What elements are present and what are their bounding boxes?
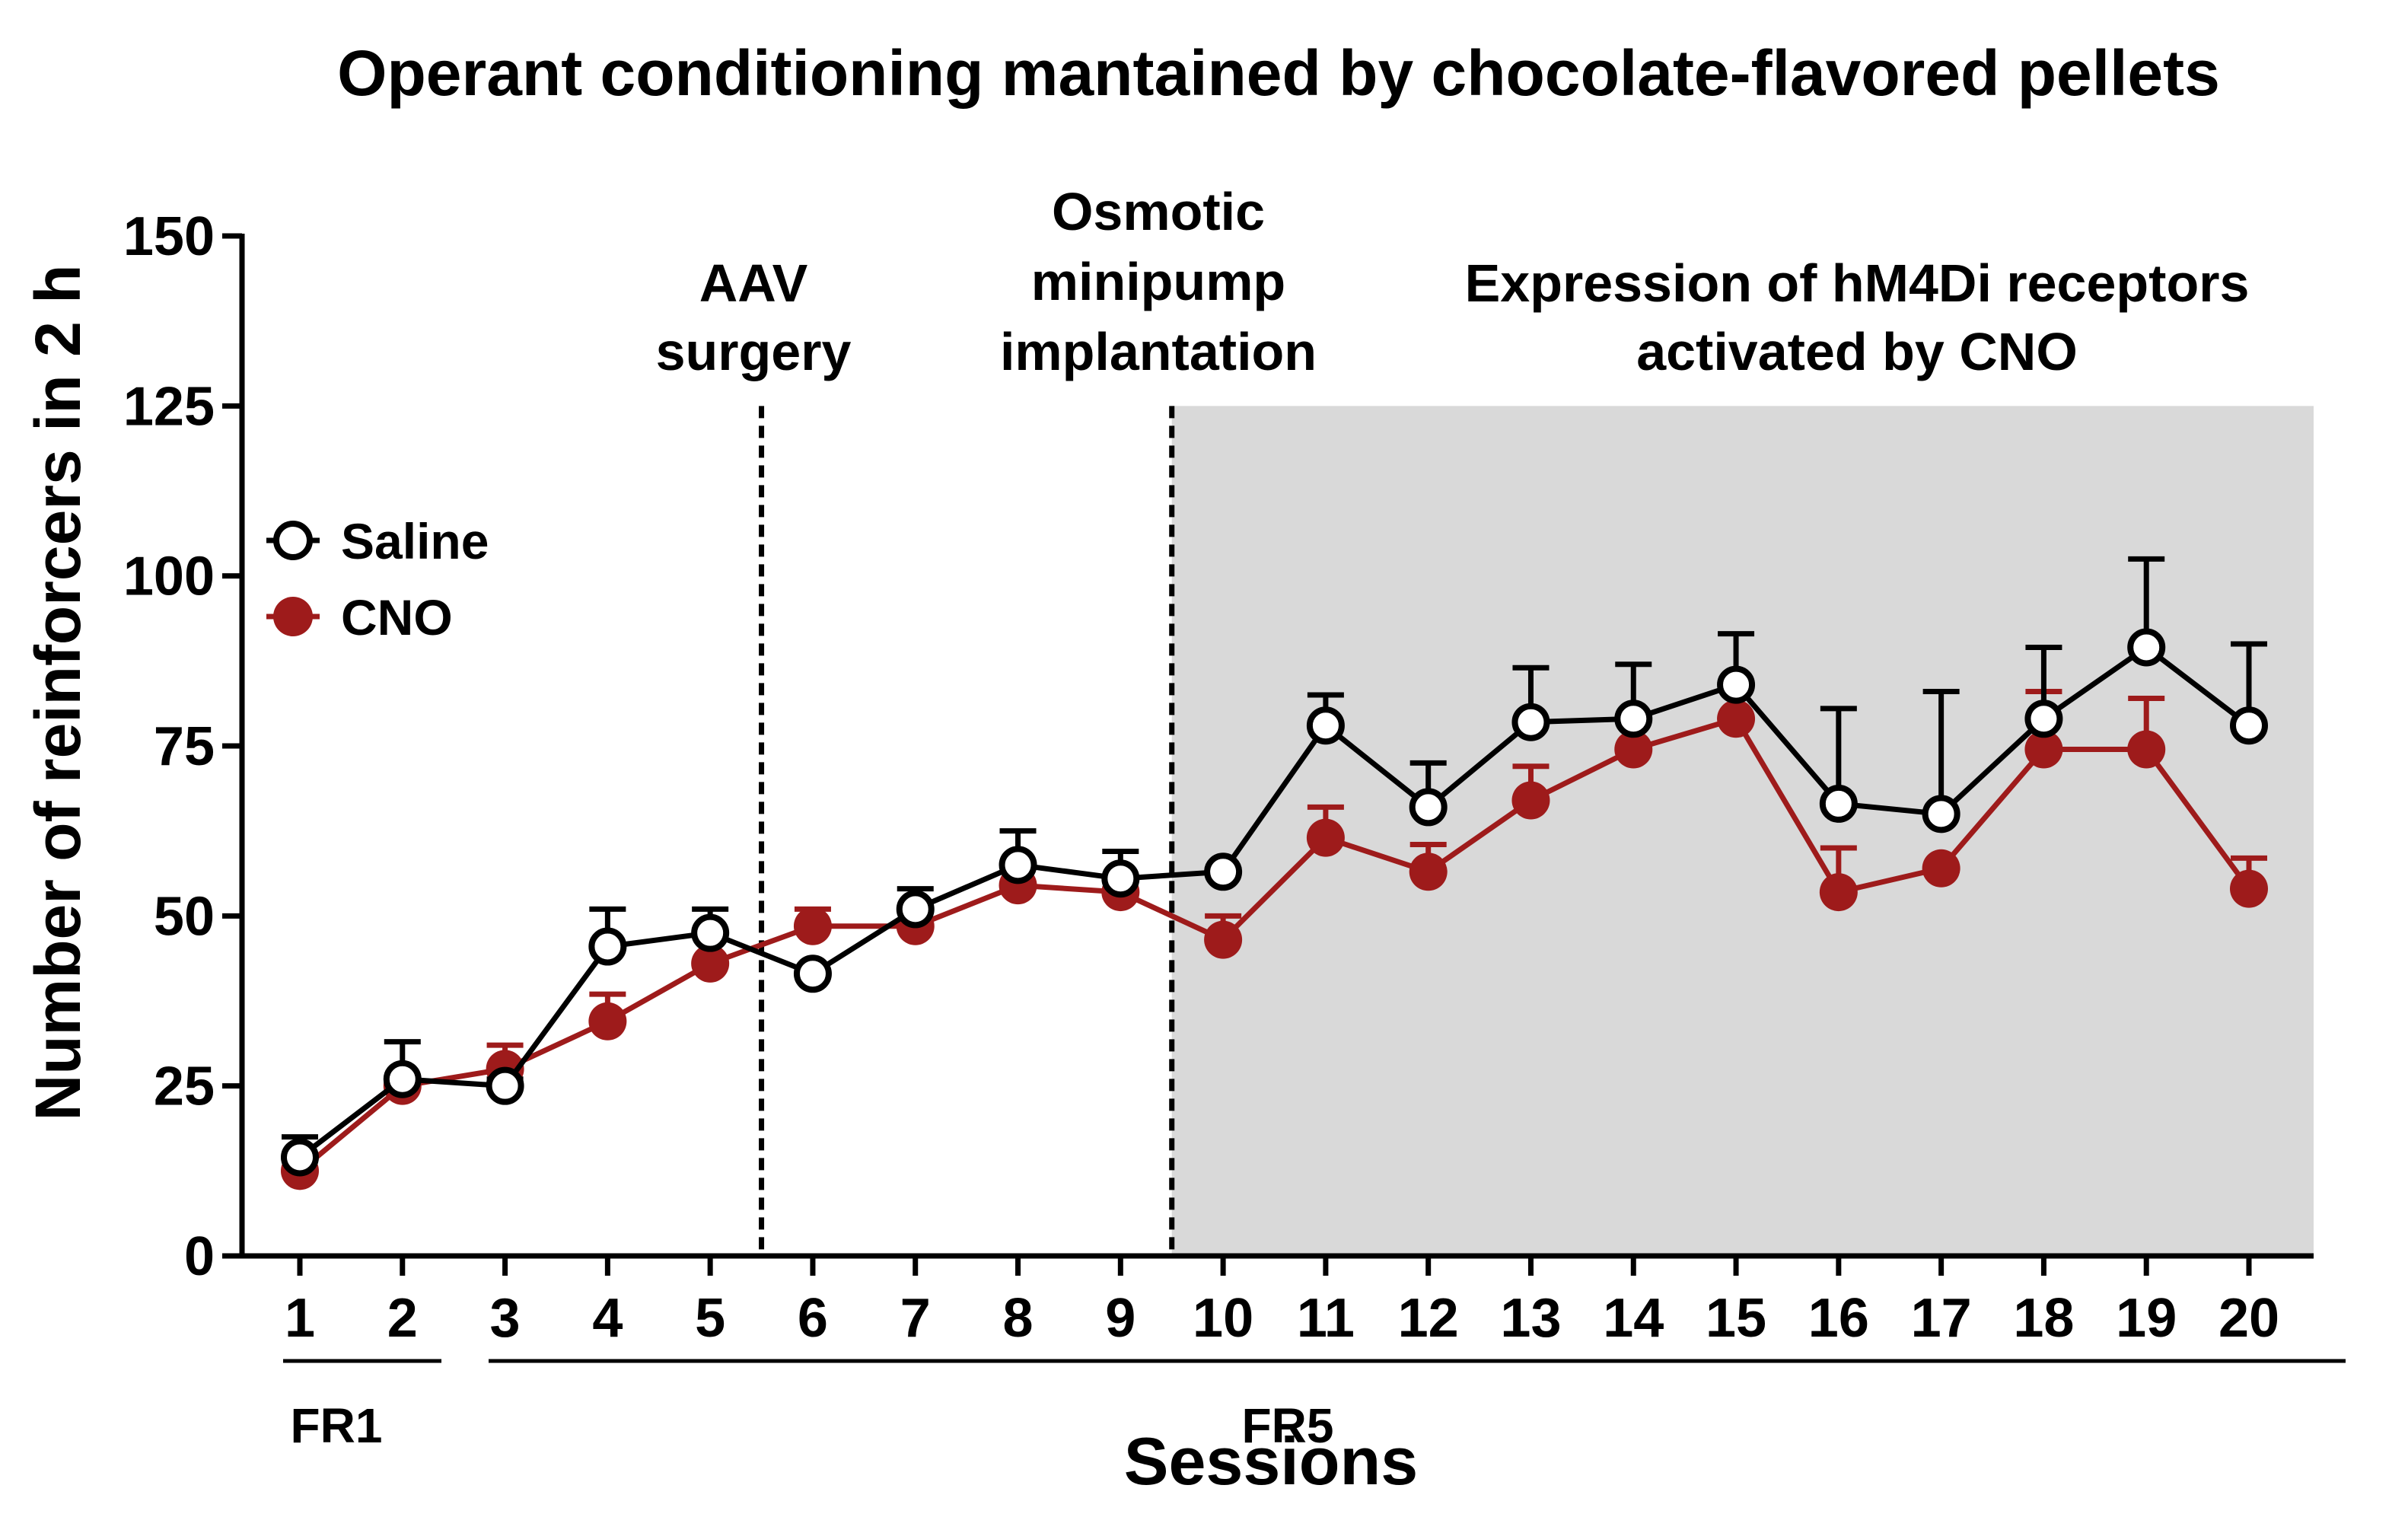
annotation-line: minipump <box>1031 252 1285 311</box>
annotation-aav-surgery: AAV surgery <box>656 253 852 381</box>
y-tick-label: 150 <box>123 206 215 267</box>
y-tick-label: 125 <box>123 376 215 437</box>
legend-item-saline: Saline <box>266 513 489 569</box>
vertical-lines <box>759 406 1175 1256</box>
data-point <box>2230 869 2268 908</box>
data-point <box>1511 781 1550 820</box>
x-tick-label: 8 <box>1003 1288 1034 1349</box>
data-point <box>691 913 730 952</box>
x-tick-label: 7 <box>900 1288 931 1349</box>
legend-item-cno: CNO <box>266 589 453 645</box>
data-point <box>1717 700 1756 738</box>
y-tick-label: 50 <box>154 886 215 947</box>
y-axis-label: Number of reinforcers in 2 h <box>22 265 94 1121</box>
data-point <box>2230 706 2268 745</box>
x-tick-label: 4 <box>592 1288 623 1349</box>
x-tick-label: 3 <box>490 1288 521 1349</box>
data-point <box>1614 700 1653 738</box>
data-point <box>281 1138 319 1177</box>
data-point <box>793 954 832 993</box>
x-tick-label: 13 <box>1500 1288 1561 1349</box>
data-point <box>2024 700 2063 738</box>
data-point <box>1819 873 1858 912</box>
x-axis-label: Sessions <box>1124 1423 1418 1499</box>
legend-label-saline: Saline <box>341 513 489 569</box>
annotation-line: implantation <box>1000 322 1317 381</box>
data-point <box>896 890 935 929</box>
y-tick-label: 25 <box>154 1056 215 1117</box>
data-point <box>1204 920 1243 959</box>
data-point <box>588 1002 627 1041</box>
phase-fr5: FR5 <box>489 1359 2346 1453</box>
series-layer <box>281 556 2268 1190</box>
x-tick-label: 11 <box>1297 1288 1355 1349</box>
data-point <box>1409 853 1448 891</box>
y-ticks: 0 25 50 75 100 125 150 <box>123 206 242 1287</box>
legend-marker-saline <box>273 521 313 560</box>
legend-marker-cno <box>273 597 313 636</box>
data-point <box>588 927 627 966</box>
y-tick-label: 75 <box>154 716 215 777</box>
x-tick-label: 20 <box>2218 1288 2279 1349</box>
legend: Saline CNO <box>266 513 489 645</box>
data-point <box>1101 859 1140 898</box>
data-point <box>2024 730 2063 769</box>
x-tick-label: 16 <box>1808 1288 1869 1349</box>
phase-label-fr1: FR1 <box>291 1398 383 1453</box>
annotation-minipump: Osmotic minipump implantation <box>1000 182 1317 381</box>
chart-title: Operant conditioning mantained by chocol… <box>337 37 2220 109</box>
shaded-region <box>1171 406 2314 1257</box>
x-tick-label: 1 <box>285 1288 315 1349</box>
data-point <box>1819 784 1858 823</box>
annotation-line: Osmotic <box>1052 182 1265 241</box>
data-point <box>691 944 730 983</box>
x-tick-label: 9 <box>1105 1288 1136 1349</box>
data-point <box>1511 703 1550 741</box>
data-point <box>1409 788 1448 827</box>
x-tick-label: 5 <box>695 1288 725 1349</box>
x-tick-label: 14 <box>1603 1288 1664 1349</box>
data-point <box>1717 665 1756 704</box>
data-point <box>2127 730 2166 769</box>
x-tick-label: 6 <box>798 1288 828 1349</box>
legend-label-cno: CNO <box>341 589 453 645</box>
annotation-hm4di: Expression of hM4Di receptors activated … <box>1465 253 2250 381</box>
data-point <box>999 846 1037 884</box>
x-ticks: 1 2 3 4 5 6 7 8 9 10 11 12 13 14 15 16 17 18 19 20 <box>285 1256 2279 1349</box>
y-tick-label: 0 <box>184 1226 215 1287</box>
data-point <box>1922 849 1960 888</box>
data-point <box>486 1066 524 1105</box>
x-tick-label: 12 <box>1398 1288 1459 1349</box>
data-point <box>1922 795 1960 833</box>
series-saline <box>281 556 2268 1177</box>
x-tick-label: 18 <box>2013 1288 2074 1349</box>
data-point <box>1306 818 1345 857</box>
phase-fr1: FR1 <box>283 1359 441 1453</box>
x-tick-label: 19 <box>2116 1288 2177 1349</box>
annotation-line: surgery <box>656 322 852 381</box>
data-point <box>383 1060 422 1098</box>
phase-label-fr5: FR5 <box>1242 1398 1334 1453</box>
data-point <box>793 907 832 945</box>
y-tick-label: 100 <box>123 547 215 607</box>
data-point <box>1204 853 1243 891</box>
annotation-line: Expression of hM4Di receptors <box>1465 253 2250 313</box>
data-point <box>2127 628 2166 667</box>
data-point <box>1614 730 1653 769</box>
annotation-line: AAV <box>699 253 808 313</box>
data-point <box>1306 706 1345 745</box>
x-tick-label: 10 <box>1193 1288 1253 1349</box>
x-tick-label: 2 <box>387 1288 418 1349</box>
annotation-line: activated by CNO <box>1636 322 2078 381</box>
x-tick-label: 15 <box>1706 1288 1766 1349</box>
x-tick-label: 17 <box>1911 1288 1972 1349</box>
